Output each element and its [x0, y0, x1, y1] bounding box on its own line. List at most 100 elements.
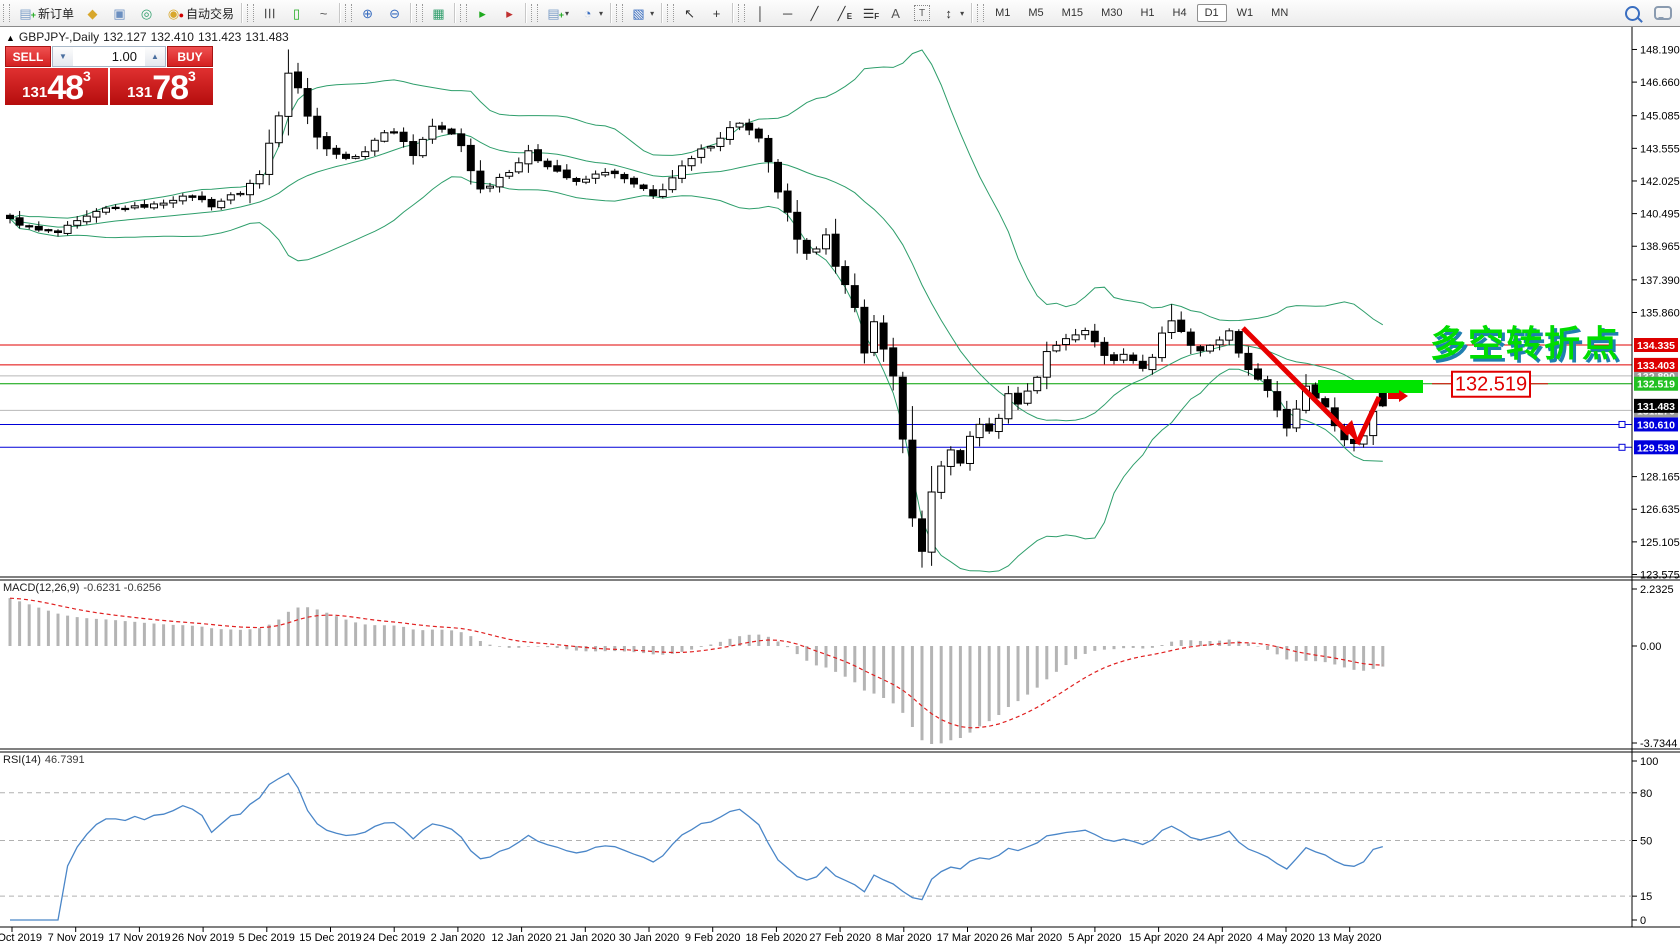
- buy-button[interactable]: BUY: [167, 46, 213, 67]
- svg-text:多空转折点: 多空转折点: [1433, 326, 1623, 367]
- chat-button[interactable]: [1654, 6, 1672, 20]
- price-tick-label: 148.190: [1640, 44, 1680, 56]
- date-tick-label: 2 Jan 2020: [431, 932, 485, 944]
- metaeditor-icon: ◆: [87, 5, 98, 21]
- text-label-button[interactable]: T: [910, 1, 934, 25]
- text-icon: A: [891, 5, 900, 21]
- zoom-out-button[interactable]: ⊖: [382, 1, 407, 25]
- arrows-dropdown-arrow[interactable]: ▾: [960, 8, 965, 18]
- auto-scroll-button[interactable]: ▸: [470, 1, 495, 25]
- rsi-panel: [10, 772, 1383, 921]
- add-indicator-dropdown-arrow[interactable]: ▾: [565, 8, 570, 18]
- template-button[interactable]: ▧ ▾: [626, 1, 658, 25]
- date-tick-label: 8 Mar 2020: [876, 932, 932, 944]
- rsi-gridlines: [0, 792, 1632, 897]
- date-tick-label: 29 Oct 2019: [0, 932, 42, 944]
- level-130.610-badge: [1634, 417, 1678, 432]
- terminal-button[interactable]: ▣: [107, 1, 132, 25]
- date-tick-label: 12 Jan 2020: [491, 932, 552, 944]
- fibonacci-icon: ☰ F: [862, 5, 880, 21]
- search-icon: [1625, 5, 1640, 21]
- crosshair-button[interactable]: +: [704, 1, 729, 25]
- price-tick-label: 137.390: [1640, 275, 1680, 287]
- svg-text:130.610: 130.610: [1637, 419, 1675, 431]
- signals-icon: ◎: [140, 5, 153, 21]
- volume-down-button[interactable]: ▼: [53, 47, 73, 66]
- volume-up-button[interactable]: ▲: [145, 47, 165, 66]
- date-tick-label: 13 May 2020: [1318, 932, 1382, 944]
- horizontal-level-lines: [0, 344, 1632, 448]
- add-indicator-button[interactable]: ▤ + ▾: [541, 1, 573, 25]
- sell-button[interactable]: SELL: [5, 46, 51, 67]
- macd-tick-label: 2.2325: [1640, 584, 1674, 596]
- hline-handle: [1618, 420, 1626, 428]
- bar-open: 132.127: [103, 30, 147, 44]
- period-selector-button[interactable]: ◔ ▾: [575, 1, 607, 25]
- bar-chart-button[interactable]: ☰: [257, 1, 282, 25]
- candlestick-chart-button[interactable]: ▯: [284, 1, 309, 25]
- timeframe-h4-button[interactable]: H4: [1172, 7, 1187, 19]
- timeframe-mn-button[interactable]: MN: [1271, 7, 1289, 19]
- trend-line-button[interactable]: ╱: [802, 1, 827, 25]
- arrows-button[interactable]: ↕ ▾: [936, 1, 968, 25]
- autotrading-button[interactable]: ◉ ● 自动交易: [161, 1, 238, 25]
- autotrading-label: 自动交易: [186, 6, 235, 21]
- zoom-in-icon: ⊕: [362, 5, 373, 21]
- line-chart-button[interactable]: ~: [311, 1, 336, 25]
- timeframe-d1-button[interactable]: D1: [1196, 4, 1227, 22]
- bar-chart-icon: ☰: [262, 7, 278, 19]
- date-tick-label: 26 Mar 2020: [1000, 932, 1062, 944]
- cursor-button[interactable]: ↖: [677, 1, 702, 25]
- date-tick-label: 18 Feb 2020: [746, 932, 808, 944]
- price-tick-label: 142.025: [1640, 176, 1680, 188]
- vertical-line-icon: │: [756, 5, 765, 21]
- terminal-icon: ▣: [113, 5, 126, 21]
- date-tick-label: 21 Jan 2020: [555, 932, 616, 944]
- date-tick-label: 15 Apr 2020: [1129, 932, 1188, 944]
- timeframe-m5-button[interactable]: M5: [1028, 7, 1044, 19]
- period-selector-dropdown-arrow[interactable]: ▾: [599, 8, 604, 18]
- macd-signal-line: [9, 597, 1383, 729]
- text-label-icon: T: [914, 5, 931, 21]
- buy-price-button[interactable]: 131 78 3: [110, 68, 213, 105]
- volume-input[interactable]: 1.00: [111, 49, 137, 64]
- equidistant-channel-button[interactable]: ╱ E: [829, 1, 854, 25]
- horizontal-line-button[interactable]: ─: [775, 1, 800, 25]
- right-arrow-marker: [1388, 390, 1408, 402]
- svg-text:133.403: 133.403: [1637, 360, 1675, 372]
- vertical-line-button[interactable]: │: [748, 1, 773, 25]
- chart-shift-button[interactable]: ▸: [497, 1, 522, 25]
- rsi-tick-label: 80: [1640, 788, 1652, 800]
- timeframe-w1-button[interactable]: W1: [1236, 7, 1254, 19]
- zoom-in-button[interactable]: ⊕: [355, 1, 380, 25]
- timeframe-m1-button[interactable]: M1: [995, 7, 1011, 19]
- one-click-trading-toggle[interactable]: ▲: [6, 33, 15, 43]
- one-click-trading-panel: SELL ▼ 1.00 ▲ BUY 131 48 3 131 78 3: [5, 46, 213, 105]
- price-tick-label: 126.635: [1640, 504, 1680, 516]
- new-order-label: 新订单: [38, 6, 75, 21]
- metaeditor-button[interactable]: ◆: [80, 1, 105, 25]
- new-order-icon: ▤ +: [19, 5, 36, 21]
- price-tick-label: 143.555: [1640, 143, 1680, 155]
- level-133.403-badge: [1634, 357, 1678, 372]
- date-tick-label: 30 Jan 2020: [619, 932, 680, 944]
- autotrading-icon: ◉ ●: [167, 5, 185, 21]
- svg-text:134.335: 134.335: [1637, 340, 1675, 352]
- text-button[interactable]: A: [883, 1, 908, 25]
- timeframe-m15-button[interactable]: M15: [1061, 7, 1084, 19]
- search-button[interactable]: [1625, 5, 1654, 21]
- sell-price-button[interactable]: 131 48 3: [5, 68, 108, 105]
- highlight-rectangle: [1318, 380, 1423, 393]
- new-order-button[interactable]: ▤ + 新订单: [13, 1, 78, 25]
- volume-stepper: ▼ 1.00 ▲: [52, 46, 166, 67]
- tile-windows-button[interactable]: ▦: [426, 1, 451, 25]
- fibonacci-button[interactable]: ☰ F: [856, 1, 881, 25]
- level-134.335-badge: [1634, 338, 1678, 352]
- template-dropdown-arrow[interactable]: ▾: [650, 8, 655, 18]
- signals-button[interactable]: ◎: [134, 1, 159, 25]
- symbol-name: GBPJPY-,Daily: [18, 30, 100, 44]
- timeframe-h1-button[interactable]: H1: [1140, 7, 1155, 19]
- date-tick-label: 15 Dec 2019: [299, 932, 361, 944]
- timeframe-m30-button[interactable]: M30: [1101, 7, 1123, 19]
